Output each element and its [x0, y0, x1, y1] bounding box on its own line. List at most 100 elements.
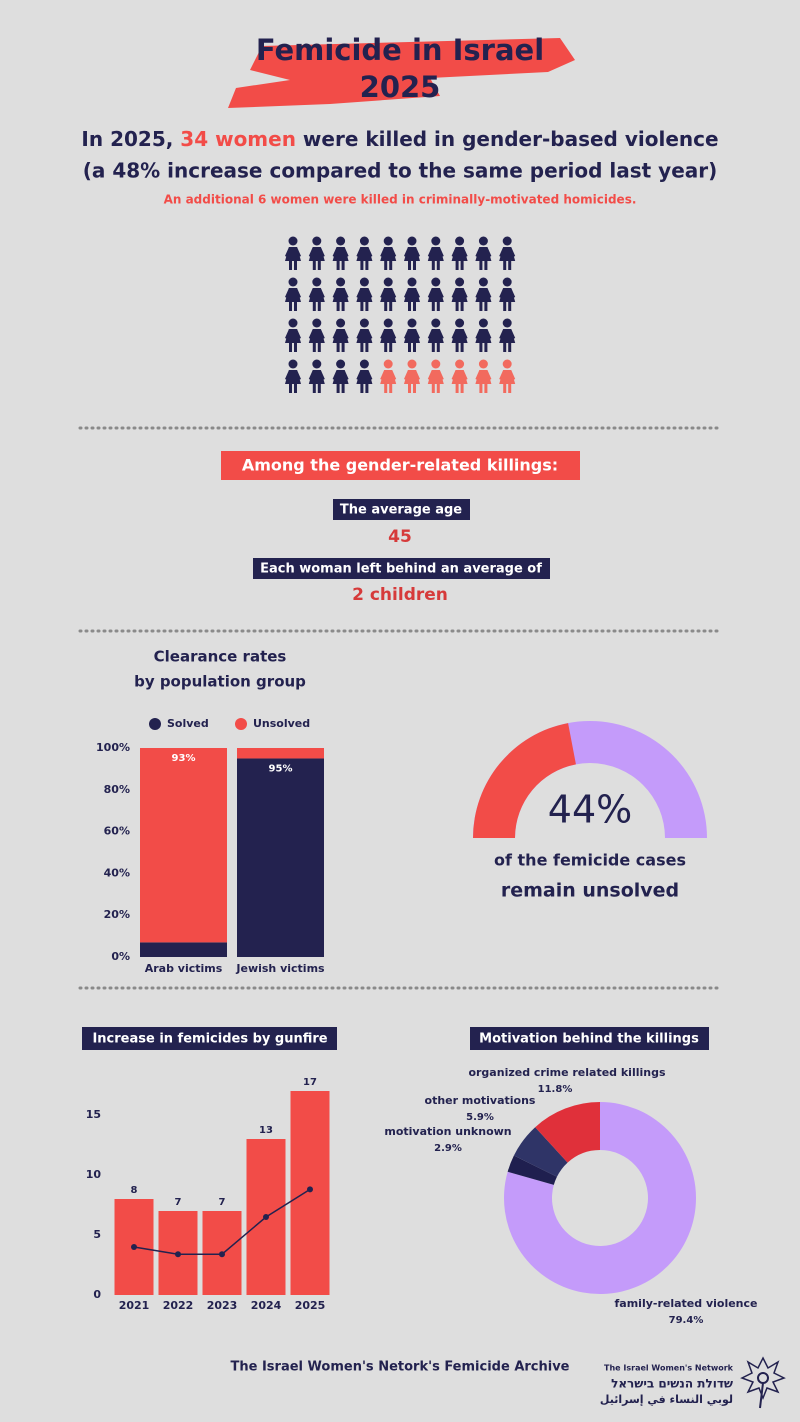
- y-tick-label: 80%: [104, 783, 130, 796]
- figure-head: [312, 359, 322, 369]
- y-tick-label: 0%: [111, 950, 130, 963]
- headline-text: were killed in gender-based violence: [296, 127, 719, 151]
- slice-value: 11.8%: [538, 1084, 573, 1095]
- woman-figure: [356, 318, 373, 352]
- title-box: [470, 1027, 709, 1050]
- y-tick-label: 10: [86, 1168, 102, 1181]
- children-value: 2 children: [352, 585, 448, 605]
- figure-leg: [336, 302, 340, 311]
- donut-slice: [507, 1155, 557, 1185]
- figure-arms: [451, 329, 468, 339]
- figure-leg: [455, 384, 459, 393]
- figure-arms: [308, 247, 325, 257]
- woman-figure: [475, 318, 492, 352]
- slice-label: other motivations: [425, 1094, 536, 1107]
- figure-leg: [317, 343, 321, 352]
- figure-leg: [484, 302, 488, 311]
- figure-leg: [294, 384, 297, 393]
- slice-label: motivation unknown: [384, 1125, 511, 1138]
- figure-leg: [389, 302, 393, 311]
- figure-leg: [460, 261, 464, 270]
- line-point: [175, 1251, 181, 1258]
- legend-label: Unsolved: [253, 717, 310, 730]
- figure-leg: [312, 261, 316, 270]
- figure-leg: [384, 261, 388, 270]
- figure-leg: [317, 384, 321, 393]
- figure-head: [383, 236, 393, 246]
- figure-leg: [436, 261, 440, 270]
- figure-arms: [380, 288, 397, 298]
- woman-figure: [499, 236, 516, 270]
- chart-title: Increase in femicides by gunfire: [92, 1032, 327, 1047]
- figure-head: [312, 236, 322, 246]
- figure-leg: [508, 343, 512, 352]
- legend-marker: [235, 718, 247, 730]
- figure-arms: [308, 288, 325, 298]
- figure-arms: [451, 370, 468, 380]
- x-tick-label: Arab victims: [145, 962, 223, 975]
- figure-arms: [499, 288, 516, 298]
- figure-head: [336, 277, 346, 287]
- figure-head: [288, 318, 298, 328]
- woman-figure: [475, 277, 492, 311]
- woman-figure: [356, 277, 373, 311]
- line-point: [307, 1186, 313, 1193]
- figure-head: [336, 318, 346, 328]
- figure-head: [359, 318, 369, 328]
- gauge-caption: remain unsolved: [501, 880, 679, 902]
- slice-label: organized crime related killings: [468, 1066, 666, 1079]
- woman-figure: [451, 277, 468, 311]
- figure-leg: [503, 343, 507, 352]
- figure-leg: [289, 343, 292, 352]
- figure-head: [478, 318, 488, 328]
- line-point: [263, 1214, 269, 1220]
- figure-leg: [408, 343, 411, 352]
- figure-arms: [404, 329, 420, 339]
- figure-head: [336, 236, 346, 246]
- slice-value: 5.9%: [466, 1112, 494, 1123]
- figure-leg: [312, 343, 316, 352]
- woman-figure: [308, 277, 325, 311]
- woman-figure: [451, 318, 468, 352]
- woman-figure: [499, 277, 516, 311]
- figure-head: [407, 277, 417, 287]
- value-label: 17: [303, 1077, 317, 1088]
- woman-figure: [427, 359, 444, 393]
- figure-arms: [475, 288, 492, 298]
- figure-arms: [285, 247, 301, 257]
- org-name: لوبي النساء في إسرائيل: [600, 1393, 733, 1406]
- x-tick-label: 2022: [163, 1299, 194, 1312]
- y-tick-label: 0: [93, 1288, 101, 1301]
- figure-leg: [289, 302, 292, 311]
- org-name: The Israel Women's Network: [604, 1364, 734, 1373]
- figure-leg: [484, 343, 488, 352]
- figure-leg: [436, 384, 440, 393]
- figure-arms: [285, 370, 301, 380]
- figure-leg: [289, 384, 292, 393]
- figure-leg: [503, 261, 507, 270]
- label-box: [333, 499, 470, 520]
- woman-figure: [332, 277, 349, 311]
- figure-arms: [404, 370, 420, 380]
- figure-arms: [380, 247, 397, 257]
- figure-arms: [380, 329, 397, 339]
- figure-arms: [332, 370, 349, 380]
- woman-figure: [404, 236, 420, 270]
- chart-title: by population group: [134, 673, 306, 691]
- slice-value: 2.9%: [434, 1143, 462, 1154]
- figure-arms: [404, 247, 420, 257]
- slice-label: family-related violence: [615, 1297, 758, 1310]
- figure-arms: [380, 370, 397, 380]
- figure-head: [431, 236, 441, 246]
- figure-leg: [479, 302, 483, 311]
- figure-leg: [389, 384, 393, 393]
- figure-leg: [413, 302, 416, 311]
- value-label: 95%: [269, 763, 293, 774]
- donut-slice: [513, 1127, 568, 1177]
- gauge-fill: [473, 723, 576, 838]
- figure-head: [383, 277, 393, 287]
- age-value: 45: [388, 527, 412, 547]
- bar-segment: [140, 748, 227, 943]
- figure-leg: [455, 302, 459, 311]
- woman-figure: [285, 277, 301, 311]
